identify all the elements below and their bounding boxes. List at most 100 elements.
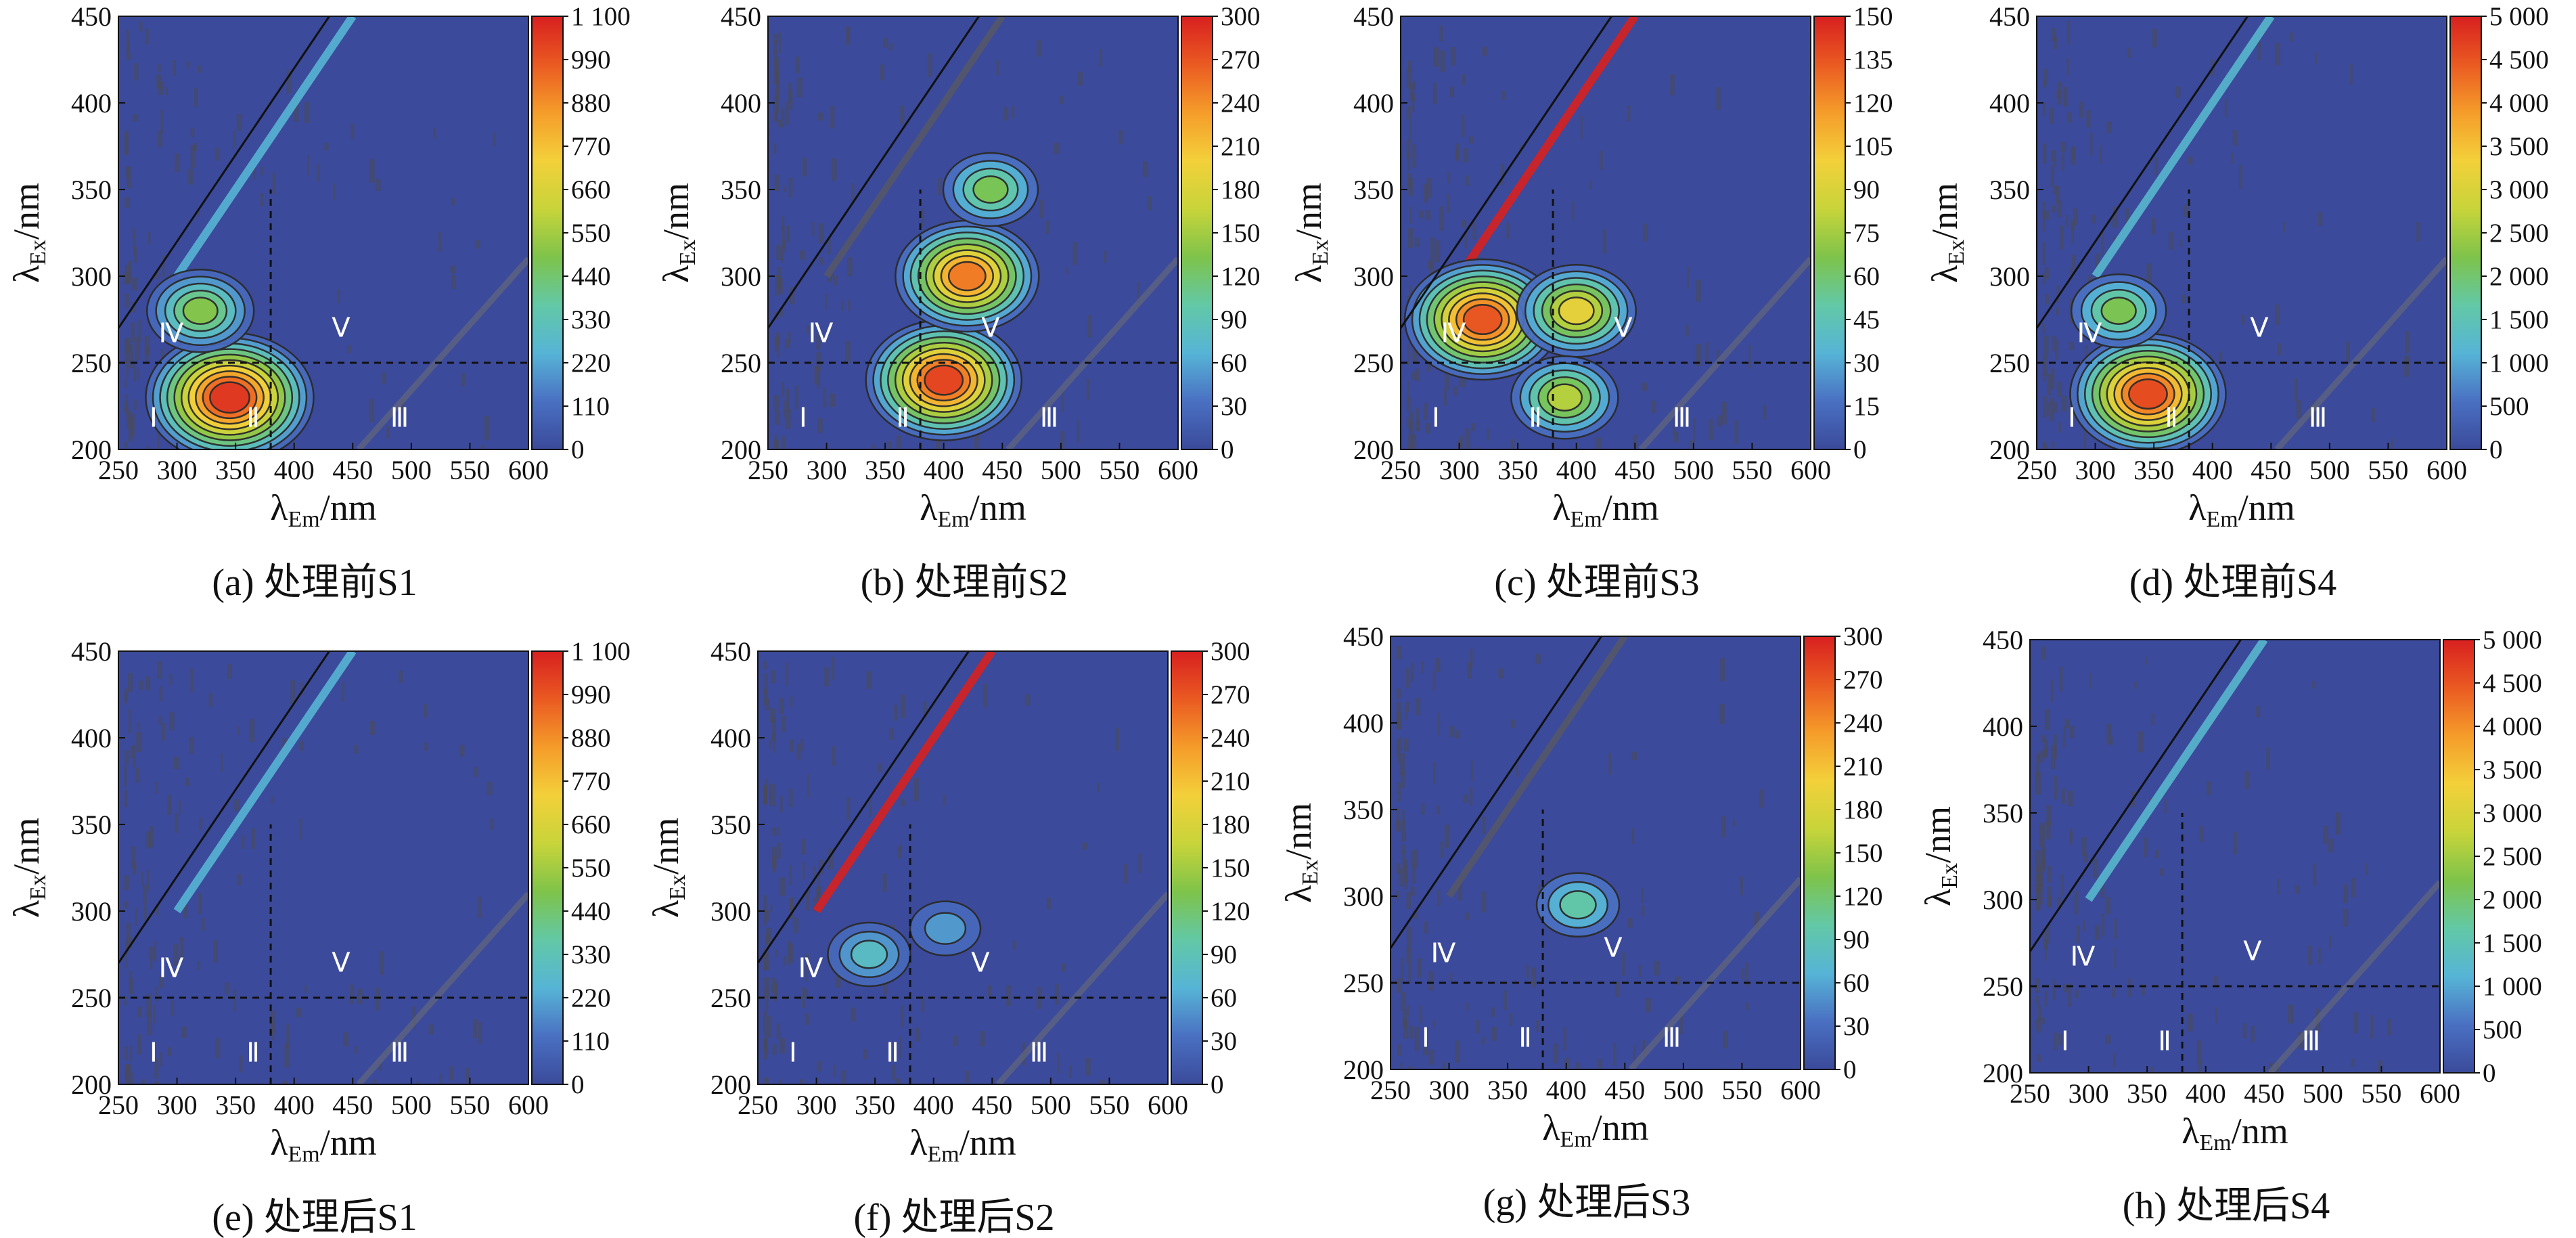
noise-mark	[2036, 866, 2041, 883]
noise-mark	[2041, 864, 2046, 873]
noise-mark	[1411, 1066, 1414, 1069]
noise-mark	[2318, 948, 2321, 965]
label-sub: Em	[927, 1142, 959, 1167]
noise-mark	[1627, 918, 1633, 928]
label-sub: Em	[288, 1142, 319, 1167]
noise-mark	[2048, 866, 2052, 883]
noise-mark	[141, 1079, 145, 1084]
y-tick-label: 350	[721, 175, 761, 205]
noise-mark	[125, 393, 129, 411]
noise-mark	[1433, 47, 1439, 67]
x-tick-label: 450	[2251, 455, 2291, 485]
noise-mark	[1642, 382, 1648, 391]
noise-mark	[146, 831, 152, 849]
noise-mark	[157, 432, 160, 449]
noise-mark	[194, 142, 197, 151]
noise-mark	[124, 996, 127, 1006]
noise-mark	[1717, 415, 1722, 428]
colorbar-tick-label: 210	[1221, 132, 1261, 161]
noise-mark	[1673, 432, 1679, 443]
x-axis-label: λEm/nm	[920, 487, 1026, 532]
x-tick-label: 550	[1089, 1090, 1129, 1120]
noise-mark	[878, 763, 882, 773]
noise-mark	[1407, 1066, 1411, 1069]
noise-mark	[1598, 1059, 1602, 1069]
region-label: Ⅲ	[2309, 403, 2328, 433]
colorbar-tick-label: 90	[1853, 175, 1880, 204]
label-part: λ	[1924, 265, 1965, 283]
region-label: Ⅱ	[2165, 403, 2178, 433]
noise-mark	[399, 670, 403, 683]
noise-mark	[1062, 963, 1066, 972]
y-tick-label: 200	[710, 1069, 751, 1100]
noise-mark	[763, 914, 767, 926]
label-sub: Em	[1560, 1127, 1591, 1152]
plot-frame	[118, 650, 529, 1085]
noise-mark	[355, 1046, 358, 1055]
noise-mark	[1405, 701, 1410, 712]
colorbar	[1803, 636, 1836, 1070]
noise-mark	[1754, 911, 1759, 928]
noise-mark	[1748, 345, 1751, 369]
region-label: Ⅴ	[981, 313, 1000, 343]
region-label: Ⅳ	[1441, 317, 1466, 348]
noise-mark	[1115, 728, 1119, 751]
region-label: Ⅱ	[246, 403, 260, 433]
noise-mark	[2150, 713, 2154, 726]
noise-mark	[1642, 223, 1648, 242]
noise-mark	[1462, 114, 1465, 137]
y-tick-label: 450	[721, 1, 761, 32]
noise-mark	[380, 951, 384, 975]
noise-mark	[1693, 418, 1696, 442]
x-tick-label: 350	[855, 1090, 895, 1120]
noise-mark	[1024, 694, 1031, 706]
contour-level	[947, 261, 987, 292]
noise-mark	[1417, 419, 1420, 432]
x-tick-label: 600	[1148, 1090, 1188, 1120]
second-order-scatter	[2267, 880, 2440, 1073]
y-tick-label: 350	[1983, 798, 2023, 828]
noise-mark	[150, 957, 153, 969]
noise-mark	[996, 60, 999, 76]
noise-mark	[772, 827, 777, 836]
noise-mark	[2378, 1060, 2382, 1073]
label-part: λ	[909, 1122, 927, 1163]
noise-mark	[1401, 844, 1405, 854]
noise-mark	[1006, 985, 1011, 1007]
panel-caption: (e) 处理后S1	[212, 1197, 417, 1238]
noise-mark	[1460, 435, 1464, 448]
colorbar	[1171, 650, 1203, 1085]
second-order-scatter	[1638, 257, 1811, 449]
noise-mark	[2075, 990, 2079, 998]
noise-mark	[451, 198, 455, 206]
colorbar-tick-label: 1 000	[2483, 972, 2542, 1001]
noise-mark	[1439, 206, 1444, 231]
noise-mark	[145, 676, 151, 691]
noise-mark	[765, 910, 769, 921]
noise-mark	[317, 164, 320, 182]
noise-mark	[2106, 897, 2110, 914]
noise-mark	[2152, 28, 2157, 47]
noise-mark	[2069, 341, 2075, 351]
noise-mark	[2138, 731, 2144, 753]
x-tick-label: 600	[2426, 455, 2467, 485]
colorbar-tick-label: 4 000	[2483, 712, 2542, 741]
noise-mark	[1746, 1002, 1749, 1011]
noise-mark	[2066, 58, 2069, 75]
noise-mark	[1439, 25, 1443, 42]
noise-mark	[936, 439, 941, 449]
noise-mark	[1396, 978, 1402, 993]
noise-mark	[129, 344, 134, 369]
noise-mark	[779, 877, 786, 896]
noise-mark	[787, 225, 790, 240]
noise-mark	[125, 942, 129, 953]
label-part: λ	[646, 900, 686, 918]
noise-mark	[157, 64, 161, 72]
noise-mark	[450, 265, 455, 274]
noise-mark	[779, 278, 784, 294]
noise-mark	[921, 207, 924, 227]
noise-mark	[2313, 863, 2317, 886]
region-label: Ⅱ	[896, 403, 909, 433]
noise-mark	[763, 784, 768, 805]
